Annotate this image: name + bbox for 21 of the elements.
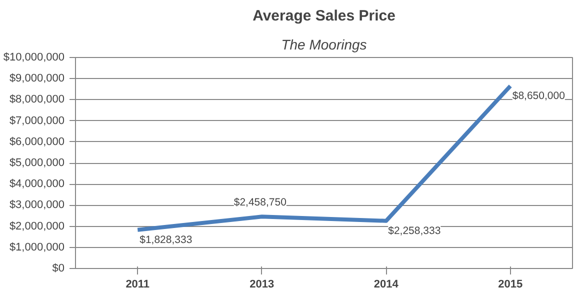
text: $2,458,750 — [234, 196, 286, 209]
y-tick-label: $7,000,000 — [9, 114, 65, 127]
y-tick-label: $0 — [52, 262, 65, 274]
x-tick-label: 2011 — [126, 278, 150, 290]
y-tick-label: $6,000,000 — [9, 136, 65, 148]
y-tick-label: $10,000,000 — [3, 52, 64, 64]
x-tick-label: 2013 — [250, 278, 274, 290]
y-tick-label: $3,000,000 — [9, 199, 65, 212]
x-tick-label: 2014 — [374, 278, 400, 290]
y-tick-label: $4,000,000 — [9, 178, 65, 190]
x-tick-label: 2015 — [498, 278, 523, 290]
y-tick-label: $9,000,000 — [9, 72, 65, 85]
chart-subtitle: The Moorings — [281, 36, 367, 52]
y-tick-label: $2,000,000 — [9, 220, 65, 232]
text: $8,650,000 — [512, 90, 565, 102]
y-tick-label: $8,000,000 — [9, 94, 65, 106]
y-tick-label: $1,000,000 — [9, 241, 65, 254]
y-tick-label: $5,000,000 — [9, 157, 65, 169]
text: $2,258,333 — [388, 224, 441, 237]
text: $1,828,333 — [140, 234, 192, 246]
chart-title: Average Sales Price — [252, 8, 396, 24]
